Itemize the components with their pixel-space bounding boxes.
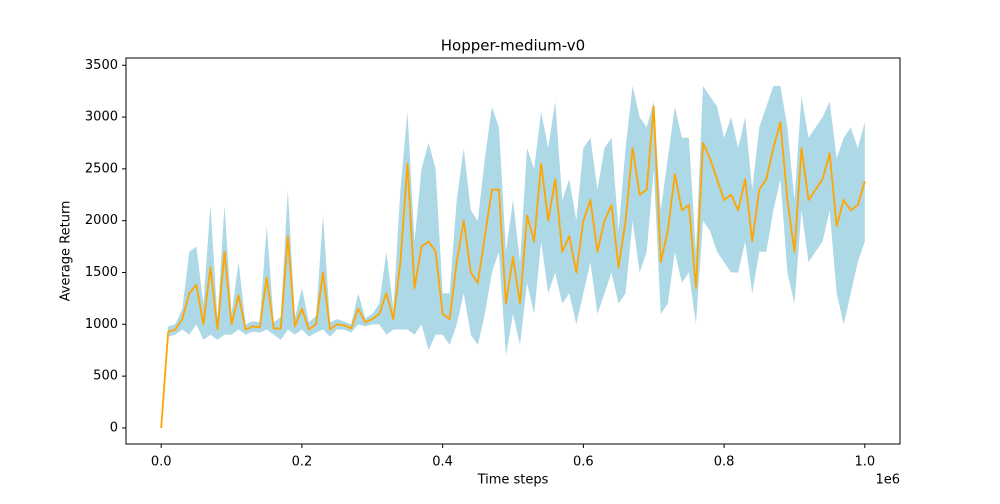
y-tick-label: 3500 [85,58,118,73]
y-tick-label: 3000 [85,110,118,125]
y-tick-label: 0 [110,420,118,435]
x-tick-label: 0.6 [573,455,594,470]
y-tick-label: 2500 [85,161,118,176]
x-offset-text: 1e6 [875,473,900,488]
x-tick-label: 0.0 [151,455,172,470]
x-tick-label: 0.2 [292,455,313,470]
axes-frame [125,57,901,445]
y-tick-label: 2000 [85,213,118,228]
y-axis-label: Average Return [59,201,74,302]
y-tick-label: 1500 [85,265,118,280]
chart-title: Hopper-medium-v0 [441,37,585,55]
x-axis-label: Time steps [477,473,549,488]
mean-line [160,105,866,429]
y-tick-label: 1000 [85,317,118,332]
plot-area [160,85,866,429]
y-tick-label: 500 [93,369,118,384]
x-tick-label: 1.0 [854,455,875,470]
x-tick-label: 0.8 [714,455,735,470]
x-tick-label: 0.4 [432,455,453,470]
